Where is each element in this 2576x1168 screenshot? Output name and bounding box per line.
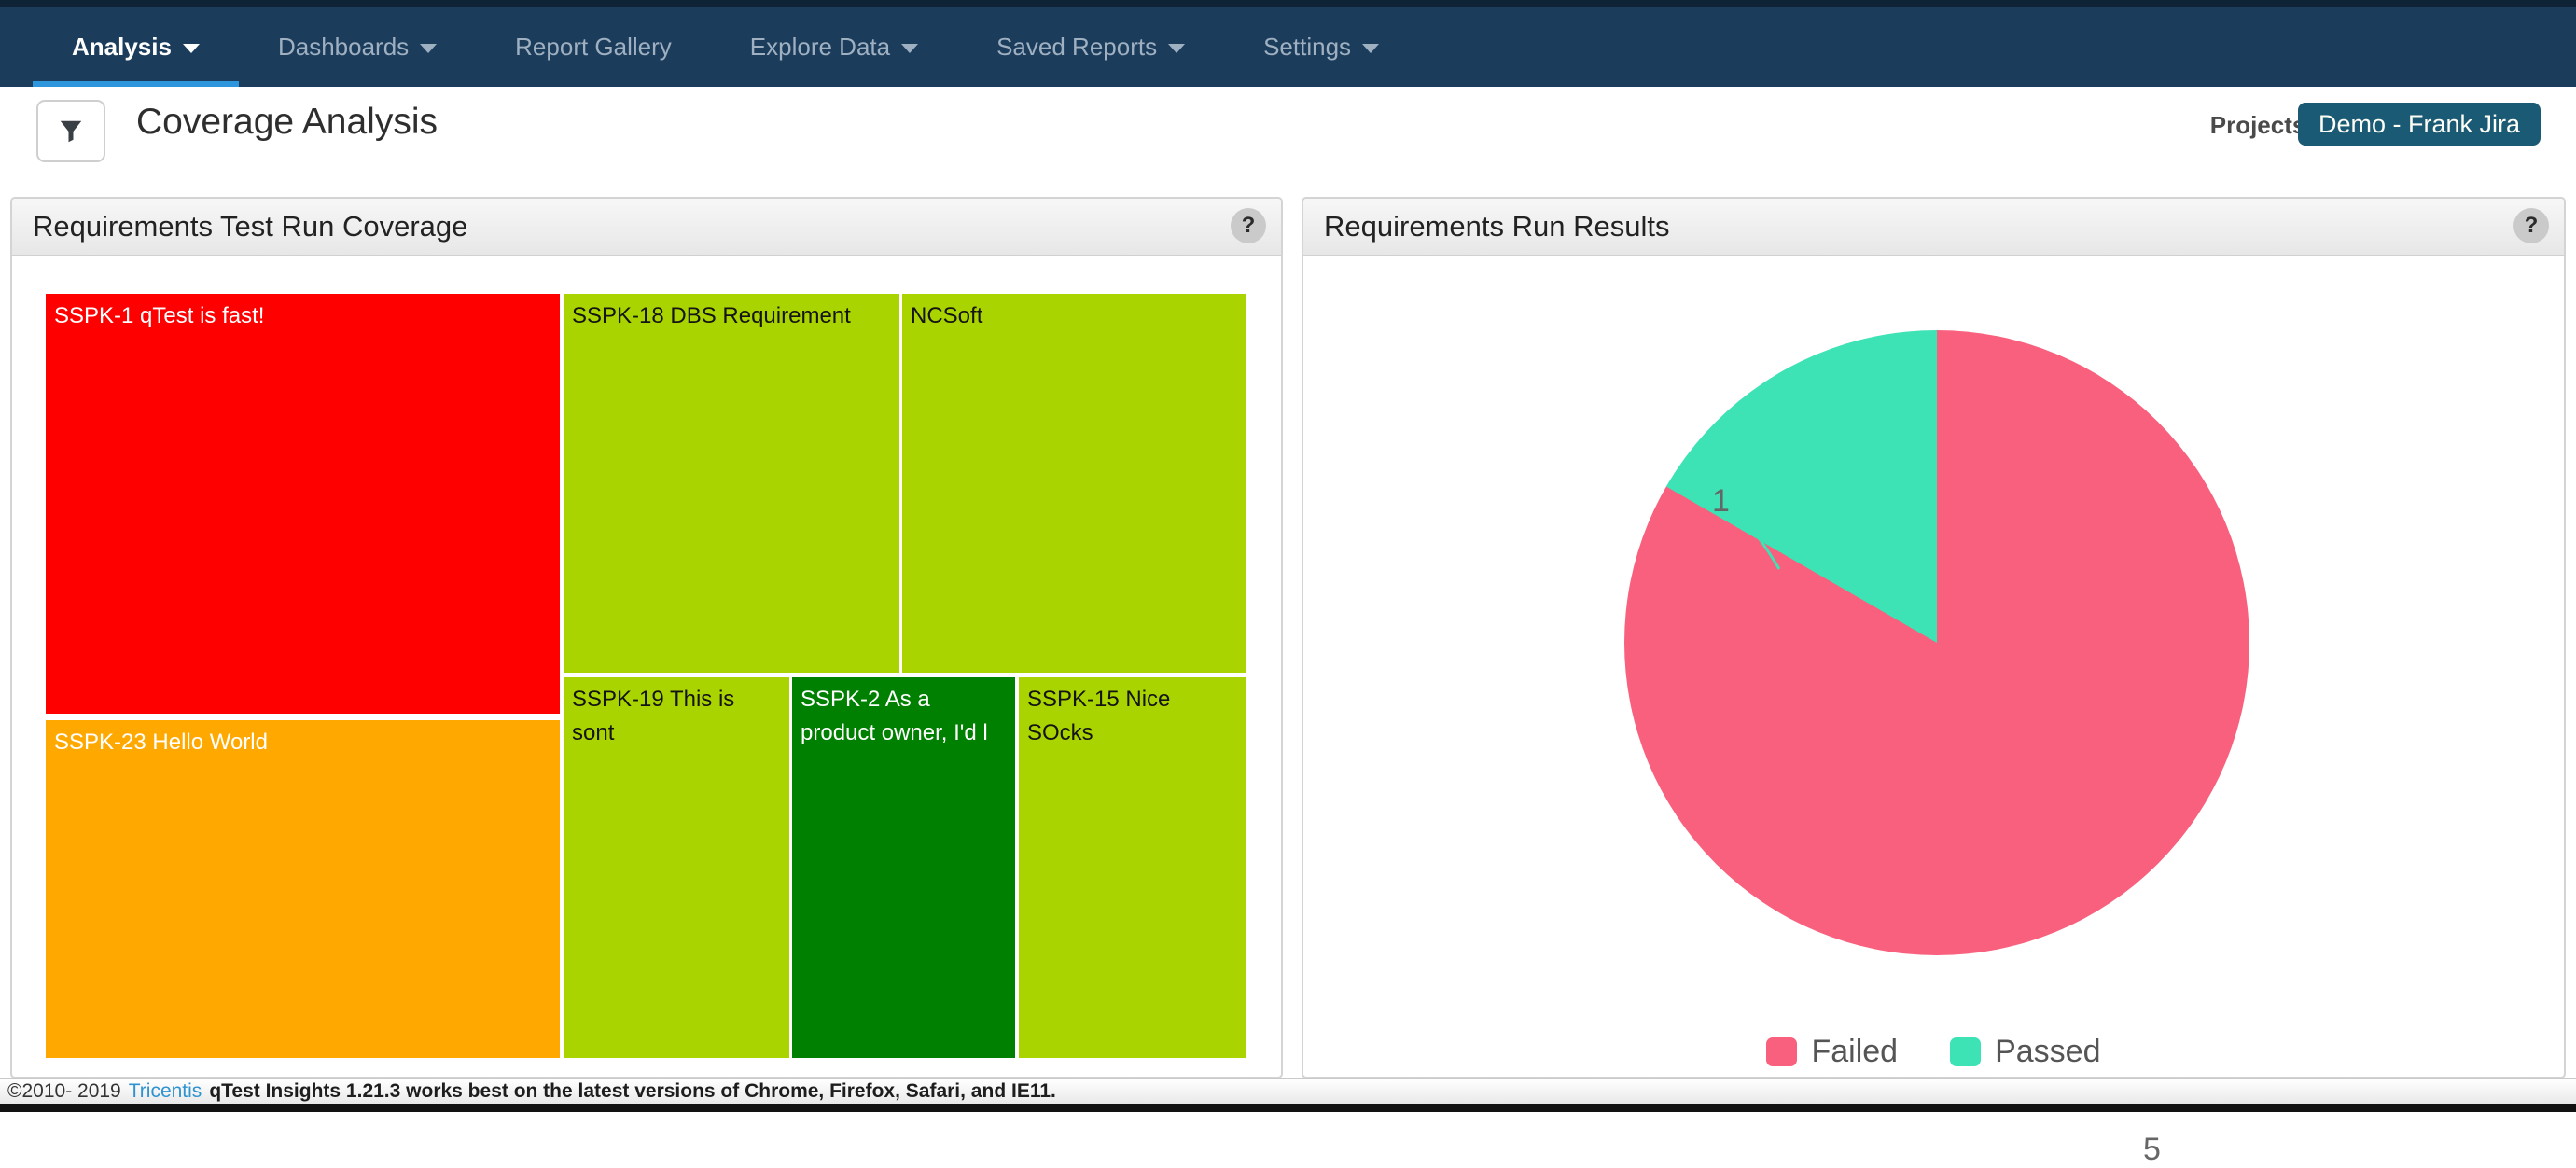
nav-item-dashboards[interactable]: Dashboards xyxy=(239,7,476,87)
help-button[interactable]: ? xyxy=(1231,208,1266,243)
treemap-cell-label: SSPK-23 Hello World xyxy=(54,730,268,755)
nav-item-label: Saved Reports xyxy=(996,32,1158,61)
nav-item-label: Report Gallery xyxy=(515,32,672,61)
help-icon: ? xyxy=(1241,213,1256,238)
chevron-down-icon xyxy=(901,44,919,53)
panel-requirements-run-results: Requirements Run Results ? 1 5 Failed Pa… xyxy=(1302,197,2566,1167)
panel-title: Requirements Test Run Coverage xyxy=(33,210,468,243)
treemap-cell-sspk-2[interactable]: SSPK-2 As a product owner, I'd l xyxy=(792,677,1015,1058)
chevron-down-icon xyxy=(1168,44,1186,53)
pie-data-label-failed: 5 xyxy=(2143,1132,2161,1167)
treemap-cell-sspk-18[interactable]: SSPK-18 DBS Requirement xyxy=(564,294,899,673)
nav-item-saved-reports[interactable]: Saved Reports xyxy=(957,7,1224,87)
nav-item-label: Settings xyxy=(1263,32,1352,61)
treemap-cell-ncsoft[interactable]: NCSoft xyxy=(902,294,1246,673)
project-badge[interactable]: Demo - Frank Jira xyxy=(2297,103,2541,146)
bottom-edge-strip xyxy=(0,1104,2576,1112)
treemap-cell-label: SSPK-18 DBS Requirement xyxy=(572,303,851,328)
treemap-chart: SSPK-1 qTest is fast! SSPK-23 Hello Worl… xyxy=(46,294,1246,1058)
funnel-icon xyxy=(60,120,82,142)
legend-item-failed[interactable]: Failed xyxy=(1766,1034,1898,1070)
panel-requirements-test-run-coverage: Requirements Test Run Coverage ? SSPK-1 … xyxy=(10,197,1283,1078)
pie-data-label-passed: 1 xyxy=(1712,483,1730,519)
treemap-cell-sspk-15[interactable]: SSPK-15 Nice SOcks xyxy=(1019,677,1246,1058)
copyright-text: ©2010- 2019 xyxy=(7,1080,121,1102)
page-header: Coverage Analysis Projects: Demo - Frank… xyxy=(0,87,2576,197)
treemap-cell-label: SSPK-15 Nice SOcks xyxy=(1027,687,1171,745)
nav-item-settings[interactable]: Settings xyxy=(1224,7,1418,87)
treemap-cell-label: SSPK-2 As a product owner, I'd l xyxy=(801,687,988,745)
footer-bar: ©2010- 2019 Tricentis qTest Insights 1.2… xyxy=(0,1078,2576,1104)
filter-button[interactable] xyxy=(36,100,105,162)
tricentis-link[interactable]: Tricentis xyxy=(128,1080,202,1102)
legend-label: Passed xyxy=(1995,1034,2101,1069)
panel-header: Requirements Test Run Coverage ? xyxy=(12,199,1281,256)
nav-menu: Analysis Dashboards Report Gallery Explo… xyxy=(33,7,2576,93)
help-button[interactable]: ? xyxy=(2513,208,2549,243)
panel-title: Requirements Run Results xyxy=(1324,210,1670,243)
footer-message: qTest Insights 1.21.3 works best on the … xyxy=(209,1080,1056,1102)
projects-label: Projects: xyxy=(2209,111,2314,139)
nav-item-label: Analysis xyxy=(72,32,172,61)
chevron-down-icon xyxy=(1362,44,1380,53)
panel-header: Requirements Run Results ? xyxy=(1303,199,2564,256)
page-title: Coverage Analysis xyxy=(136,102,439,142)
passed-swatch-icon xyxy=(1950,1037,1982,1066)
treemap-cell-sspk-19[interactable]: SSPK-19 This is sont xyxy=(564,677,789,1058)
legend-label: Failed xyxy=(1811,1034,1899,1069)
treemap-cell-sspk-1[interactable]: SSPK-1 qTest is fast! xyxy=(46,294,560,714)
pie-chart[interactable] xyxy=(1624,330,2249,955)
top-navbar: Analysis Dashboards Report Gallery Explo… xyxy=(0,0,2576,93)
treemap-cell-label: NCSoft xyxy=(911,303,983,328)
help-icon: ? xyxy=(2524,213,2539,238)
nav-item-explore-data[interactable]: Explore Data xyxy=(711,7,957,87)
chevron-down-icon xyxy=(420,44,438,53)
treemap-cell-sspk-23[interactable]: SSPK-23 Hello World xyxy=(46,720,560,1058)
nav-item-label: Explore Data xyxy=(749,32,891,61)
nav-item-label: Dashboards xyxy=(277,32,410,61)
pie-legend: Failed Passed xyxy=(1303,1034,2564,1070)
treemap-cell-label: SSPK-1 qTest is fast! xyxy=(54,303,265,328)
chevron-down-icon xyxy=(182,44,200,53)
nav-item-analysis[interactable]: Analysis xyxy=(33,7,239,93)
nav-item-report-gallery[interactable]: Report Gallery xyxy=(476,7,711,87)
failed-swatch-icon xyxy=(1766,1037,1798,1066)
legend-item-passed[interactable]: Passed xyxy=(1950,1034,2101,1070)
project-badge-label: Demo - Frank Jira xyxy=(2318,109,2520,138)
treemap-cell-label: SSPK-19 This is sont xyxy=(572,687,735,745)
